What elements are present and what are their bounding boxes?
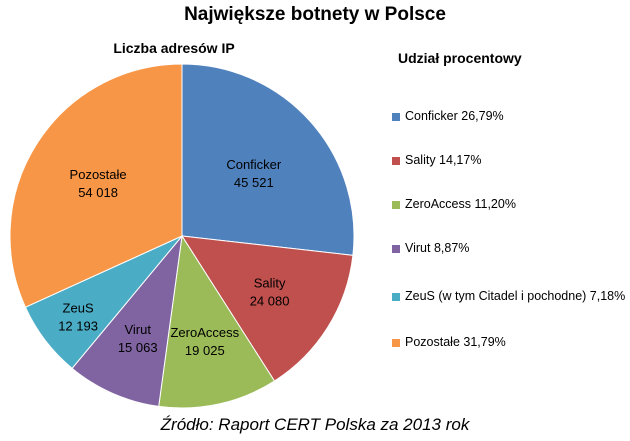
legend-label: Virut 8,87%: [405, 241, 470, 255]
pie-slice-pozostałe: [9, 63, 183, 308]
slice-name-label: ZeroAccess: [170, 325, 239, 340]
legend-swatch: [392, 293, 400, 301]
pie-slice-conficker: [181, 63, 355, 256]
chart-subtitle: Liczba adresów IP: [113, 40, 235, 56]
chart-title: Największe botnety w Polsce: [184, 4, 446, 25]
slice-name-label: ZeuS: [63, 300, 94, 315]
legend-swatch: [392, 339, 400, 347]
legend-label: Pozostałe 31,79%: [405, 335, 506, 349]
pie-slice-virut: [71, 234, 183, 407]
legend-swatch: [392, 157, 400, 165]
slice-value-label: 54 018: [78, 185, 118, 200]
slice-name-label: Virut: [124, 322, 151, 337]
legend-swatch: [392, 113, 400, 121]
legend-label: ZeroAccess 11,20%: [405, 197, 516, 211]
pie-slice-zeroaccess: [158, 234, 276, 409]
slice-value-label: 24 080: [250, 294, 290, 309]
pie-slice-sality: [181, 235, 354, 382]
legend-label: ZeuS (w tym Citadel i pochodne) 7,18%: [405, 289, 626, 303]
slice-name-label: Pozostałe: [70, 167, 127, 182]
slice-name-label: Conficker: [226, 157, 282, 172]
slice-name-label: Sality: [254, 276, 286, 291]
slice-value-label: 45 521: [234, 175, 274, 190]
legend-title: Udział procentowy: [398, 50, 522, 66]
slice-value-label: 15 063: [118, 340, 158, 355]
slice-value-label: 19 025: [185, 343, 225, 358]
source-note: Źródło: Raport CERT Polska za 2013 rok: [160, 415, 470, 434]
legend-label: Sality 14,17%: [405, 153, 482, 167]
legend-label: Conficker 26,79%: [405, 109, 504, 123]
legend-swatch: [392, 201, 400, 209]
legend-swatch: [392, 245, 400, 253]
slice-value-label: 12 193: [58, 318, 98, 333]
